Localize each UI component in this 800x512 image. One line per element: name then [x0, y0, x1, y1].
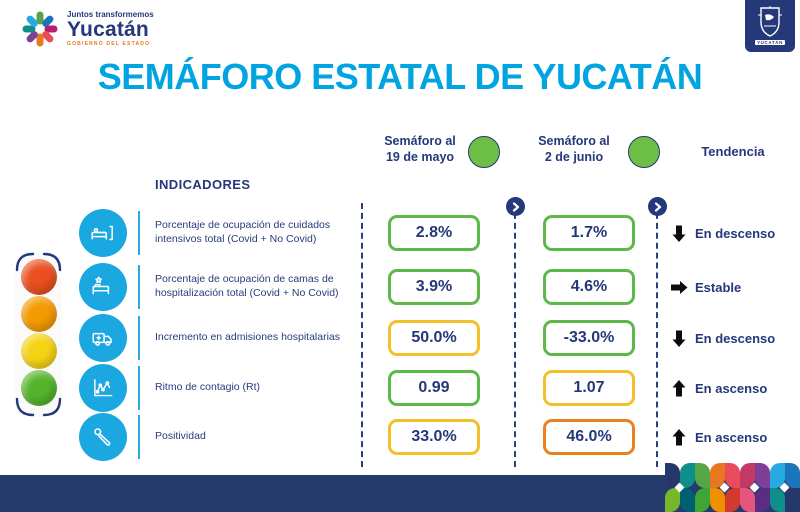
- value-june: -33.0%: [543, 320, 635, 356]
- trend-arrow-icon: [672, 379, 686, 397]
- column-header-trend: Tendencia: [701, 144, 765, 159]
- mosaic-tile: [755, 487, 770, 512]
- indicator-row: Porcentaje de ocupación de camas de hosp…: [0, 261, 800, 313]
- indicator-label: Incremento en admisiones hospitalarias: [155, 331, 341, 344]
- status-dot-june: [628, 136, 660, 168]
- indicator-label: Porcentaje de ocupación de cuidados inte…: [155, 219, 331, 245]
- trend-cell: En ascenso: [672, 362, 767, 414]
- icu-bed-icon: [79, 209, 127, 257]
- row-separator: [138, 316, 140, 360]
- swab-icon: [79, 413, 127, 461]
- trend-arrow-icon: [672, 330, 686, 347]
- trend-label: En ascenso: [695, 429, 768, 445]
- mosaic-tile: [710, 463, 725, 488]
- row-separator: [138, 211, 140, 255]
- mosaic-tile: [740, 487, 755, 512]
- trend-arrow-icon: [672, 225, 686, 242]
- shield-icon: [758, 6, 782, 37]
- mosaic-tile: [755, 463, 770, 488]
- indicators-header: INDICADORES: [155, 177, 251, 192]
- brand-mosaic: [665, 463, 800, 512]
- indicator-label: Ritmo de contagio (Rt): [155, 381, 261, 394]
- indicator-row: Positividad 33.0% 46.0% En ascenso: [0, 411, 800, 463]
- traffic-light-yellow: [20, 333, 57, 369]
- chevron-right-icon: [648, 197, 667, 216]
- logo-tagline: Juntos transformemos: [67, 10, 154, 19]
- mosaic-tile: [665, 463, 680, 488]
- government-logo: Juntos transformemos Yucatán GOBIERNO DE…: [20, 9, 154, 49]
- traffic-light-orange: [20, 296, 57, 332]
- trend-label: Estable: [695, 279, 742, 295]
- trend-cell: En ascenso: [672, 411, 767, 463]
- value-may: 2.8%: [388, 215, 480, 251]
- dashed-divider: [514, 203, 516, 467]
- value-may: 0.99: [388, 370, 480, 406]
- mosaic-tile: [725, 463, 740, 488]
- traffic-light: [15, 252, 62, 417]
- mosaic-tile: [680, 463, 695, 488]
- trend-cell: Estable: [671, 261, 742, 313]
- logo-name: Yucatán: [67, 18, 149, 41]
- mosaic-tile: [710, 487, 725, 512]
- crest-banner-label: YUCATÁN: [755, 40, 785, 45]
- trend-cell: En descenso: [672, 207, 775, 259]
- value-may: 3.9%: [388, 269, 480, 305]
- value-june: 1.07: [543, 370, 635, 406]
- trend-label: En descenso: [695, 225, 776, 241]
- value-june: 4.6%: [543, 269, 635, 305]
- mosaic-tile: [695, 487, 710, 512]
- mosaic-tile: [725, 487, 740, 512]
- dashed-divider: [361, 203, 363, 467]
- value-may: 33.0%: [388, 419, 480, 455]
- row-separator: [138, 366, 140, 410]
- page-title: SEMÁFORO ESTATAL DE YUCATÁN: [97, 56, 703, 97]
- mosaic-tile: [785, 463, 800, 488]
- indicator-row: Porcentaje de ocupación de cuidados inte…: [0, 207, 800, 259]
- traffic-light-red: [20, 259, 57, 295]
- mosaic-tile: [785, 487, 800, 512]
- value-june: 46.0%: [543, 419, 635, 455]
- row-separator: [138, 265, 140, 309]
- pinwheel-logo-icon: [22, 11, 58, 47]
- mosaic-tile: [770, 463, 785, 488]
- trend-label: En ascenso: [695, 380, 768, 396]
- traffic-light-green: [20, 370, 57, 406]
- indicator-label: Positividad: [155, 430, 206, 443]
- mosaic-tile: [695, 463, 710, 488]
- column-header-june: Semáforo al 2 de junio: [538, 134, 610, 165]
- mosaic-tile: [740, 463, 755, 488]
- trend-arrow-icon: [671, 279, 688, 296]
- trend-label: En descenso: [695, 330, 776, 346]
- row-separator: [138, 415, 140, 459]
- mosaic-tile: [770, 487, 785, 512]
- hospital-bed-icon: [79, 263, 127, 311]
- traffic-light-frame: [15, 252, 62, 417]
- contagion-chart-icon: [79, 364, 127, 412]
- yucatan-crest: YUCATÁN: [745, 0, 795, 52]
- trend-cell: En descenso: [672, 312, 775, 364]
- value-may: 50.0%: [388, 320, 480, 356]
- indicator-label: Porcentaje de ocupación de camas de hosp…: [155, 273, 339, 299]
- mosaic-tile: [680, 487, 695, 512]
- indicator-row: Ritmo de contagio (Rt) 0.99 1.07 En asce…: [0, 362, 800, 414]
- ambulance-icon: [79, 314, 127, 362]
- status-dot-may: [468, 136, 500, 168]
- trend-arrow-icon: [672, 428, 686, 446]
- dashed-divider: [656, 203, 658, 467]
- logo-government-label: GOBIERNO DEL ESTADO: [67, 41, 151, 47]
- value-june: 1.7%: [543, 215, 635, 251]
- indicator-row: Incremento en admisiones hospitalarias 5…: [0, 312, 800, 364]
- mosaic-tile: [665, 487, 680, 512]
- column-header-may: Semáforo al 19 de mayo: [384, 134, 456, 165]
- chevron-right-icon: [506, 197, 525, 216]
